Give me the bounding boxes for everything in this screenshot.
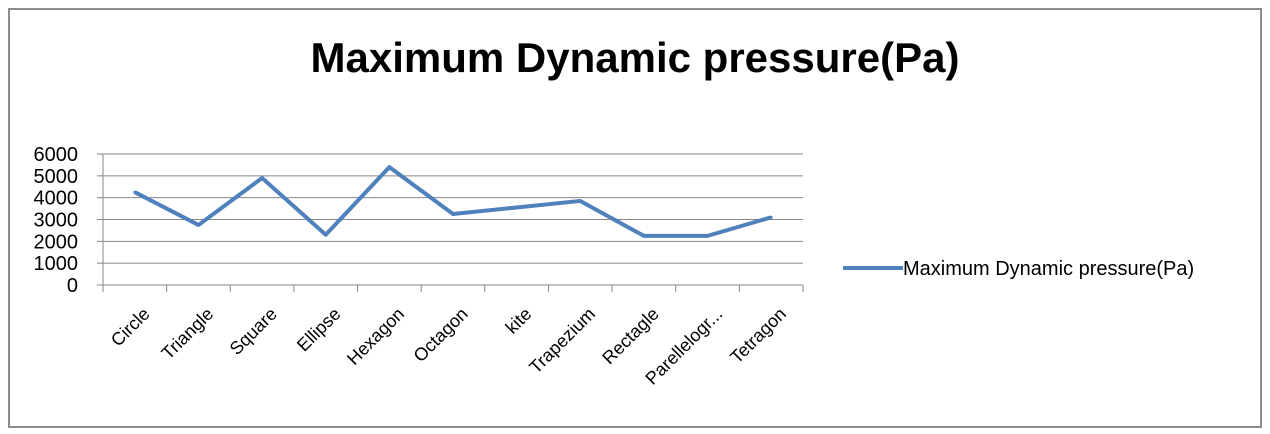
data-point bbox=[324, 233, 328, 237]
data-point bbox=[706, 234, 710, 238]
y-tick-label: 2000 bbox=[34, 231, 79, 253]
x-tick-label: Trapezium bbox=[525, 304, 599, 378]
y-tick-label: 0 bbox=[67, 275, 78, 297]
y-tick-label: 5000 bbox=[34, 166, 79, 188]
x-tick-label: Ellipse bbox=[293, 304, 345, 356]
data-point bbox=[260, 176, 264, 180]
data-point bbox=[196, 223, 200, 227]
x-tick-label: Square bbox=[226, 304, 281, 359]
data-point bbox=[515, 205, 519, 209]
data-point bbox=[387, 165, 391, 169]
chart-frame bbox=[8, 8, 1262, 428]
x-axis bbox=[102, 154, 804, 292]
series-group bbox=[133, 165, 773, 238]
x-tick-label: Octagon bbox=[410, 304, 472, 366]
y-tick-label: 1000 bbox=[34, 253, 79, 275]
x-tick-label: Tetragon bbox=[726, 304, 790, 368]
x-tick-label: Circle bbox=[107, 304, 154, 351]
legend-label: Maximum Dynamic pressure(Pa) bbox=[903, 258, 1194, 280]
data-point bbox=[451, 212, 455, 216]
y-tick-label: 6000 bbox=[34, 144, 79, 166]
data-point bbox=[769, 215, 773, 219]
x-tick-label: kite bbox=[502, 304, 536, 338]
x-tick-label: Hexagon bbox=[343, 304, 408, 369]
chart-title: Maximum Dynamic pressure(Pa) bbox=[310, 34, 960, 81]
data-point bbox=[578, 199, 582, 203]
x-tick-label: Rectagle bbox=[598, 304, 662, 368]
y-tick-label: 3000 bbox=[34, 210, 79, 232]
x-tick-label: Triangle bbox=[158, 304, 218, 364]
data-point bbox=[642, 234, 646, 238]
gridlines bbox=[103, 153, 803, 286]
series-line bbox=[133, 165, 772, 238]
y-tick-label: 4000 bbox=[34, 188, 79, 210]
data-point bbox=[133, 190, 137, 194]
legend: Maximum Dynamic pressure(Pa) bbox=[843, 258, 1194, 280]
